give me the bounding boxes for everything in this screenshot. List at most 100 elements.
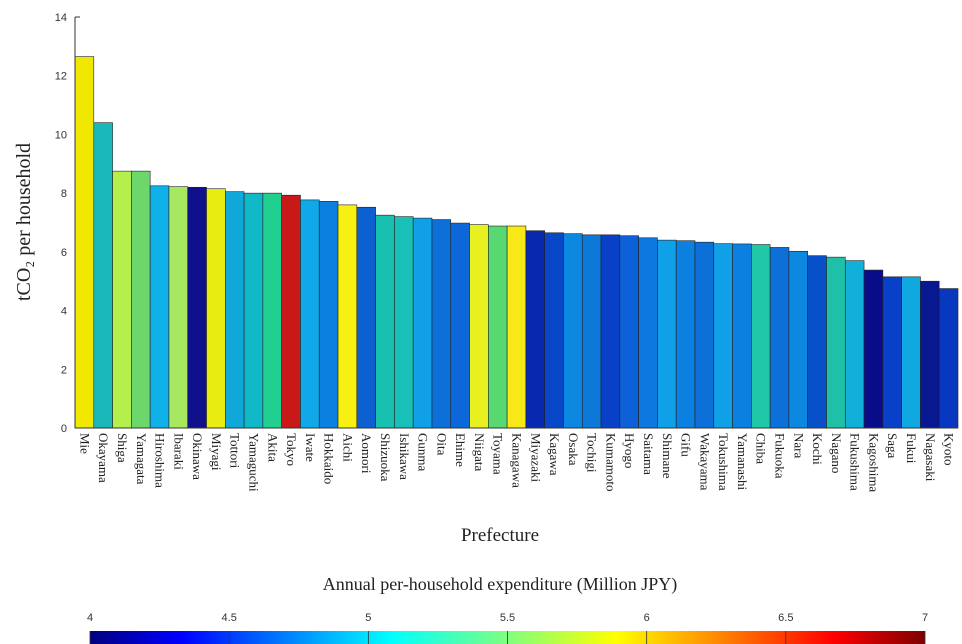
bar xyxy=(732,243,752,429)
bar xyxy=(882,276,902,429)
colorbar-tick-label: 6.5 xyxy=(778,612,793,624)
x-tick-label: Osaka xyxy=(566,433,581,466)
x-tick-label: Ehime xyxy=(453,433,468,467)
bar xyxy=(788,250,809,429)
bar xyxy=(431,219,452,429)
y-axis-label: tCO₂ per household xyxy=(13,143,35,301)
bar xyxy=(619,235,639,429)
x-tick-label: Fukui xyxy=(904,433,919,464)
x-tick-label: Yamagata xyxy=(134,433,149,485)
colorbar-tick-label: 4.5 xyxy=(222,612,237,624)
bar xyxy=(168,186,189,429)
x-tick-label: Nara xyxy=(791,433,806,458)
y-tick-label: 4 xyxy=(61,306,67,318)
x-tick-label: Chiba xyxy=(754,433,769,464)
x-tick-label: Tokushima xyxy=(716,433,731,491)
bar xyxy=(938,288,959,429)
x-tick-label: Shimane xyxy=(660,433,675,479)
bar xyxy=(751,244,771,429)
bar xyxy=(187,186,207,429)
y-tick-label: 0 xyxy=(61,423,67,435)
x-tick-label: Kagawa xyxy=(547,433,562,476)
x-tick-label: Shiga xyxy=(115,433,130,463)
x-tick-label: Kumamoto xyxy=(603,433,618,492)
x-tick-label: Tochigi xyxy=(585,433,600,473)
x-tick-label: Okinawa xyxy=(190,433,205,480)
x-tick-label: Yamanashi xyxy=(735,433,750,491)
bar xyxy=(657,239,677,429)
x-tick-label: Iwate xyxy=(303,433,318,462)
bar xyxy=(300,199,320,429)
x-tick-label: Kagoshima xyxy=(866,433,881,492)
x-tick-label: Akita xyxy=(265,433,280,462)
x-tick-label: Oita xyxy=(434,433,449,456)
x-tick-label: Yamaguchi xyxy=(246,433,261,492)
bar xyxy=(638,237,658,429)
bar xyxy=(394,216,414,429)
y-tick-label: 10 xyxy=(55,129,67,141)
bar xyxy=(206,188,226,429)
bar xyxy=(450,222,470,429)
bar xyxy=(863,269,884,429)
x-tick-label: Saitama xyxy=(641,433,656,475)
bar xyxy=(318,201,339,429)
x-tick-label: Miyagi xyxy=(209,433,224,471)
bar xyxy=(769,247,790,429)
colorbar-title: Annual per-household expenditure (Millio… xyxy=(323,574,678,595)
bar xyxy=(412,217,433,429)
x-tick-label: Ibaraki xyxy=(171,433,186,470)
bar xyxy=(112,170,132,429)
x-tick-label: Shizuoka xyxy=(378,433,393,482)
bar xyxy=(337,204,358,429)
y-tick-label: 14 xyxy=(55,12,67,24)
bar xyxy=(844,260,865,429)
x-tick-label: Mie xyxy=(77,433,92,454)
bar xyxy=(131,170,151,429)
x-tick-label: Hyogo xyxy=(622,433,637,468)
x-tick-label: Ishikawa xyxy=(397,433,412,480)
x-tick-label: Fukuoka xyxy=(773,433,788,479)
x-tick-label: Tokyo xyxy=(284,433,299,466)
colorbar-tick-label: 5 xyxy=(365,612,371,624)
bar xyxy=(713,243,733,429)
x-tick-label: Niigata xyxy=(472,433,487,471)
bar xyxy=(600,234,621,429)
bar xyxy=(375,214,395,429)
bar xyxy=(469,224,489,429)
bar xyxy=(901,276,921,429)
x-tick-label: Hokkaido xyxy=(322,433,337,484)
bar xyxy=(826,256,846,429)
bar xyxy=(74,56,95,429)
y-tick-label: 2 xyxy=(61,364,67,376)
y-tick-label: 6 xyxy=(61,247,67,259)
x-tick-label: Gunma xyxy=(416,433,431,472)
x-axis-label: Prefecture xyxy=(461,525,539,546)
bar xyxy=(506,225,527,429)
colorbar-tick-label: 7 xyxy=(922,612,928,624)
x-tick-label: Miyazaki xyxy=(528,433,543,482)
colorbar-tick-label: 6 xyxy=(644,612,650,624)
x-tick-label: Tottori xyxy=(228,433,243,469)
x-tick-label: Aomori xyxy=(359,433,374,474)
bar xyxy=(694,241,715,429)
bar xyxy=(262,192,282,429)
bar xyxy=(525,230,545,429)
x-tick-label: Saga xyxy=(885,433,900,459)
bar xyxy=(224,191,245,429)
x-tick-label: Hiroshima xyxy=(153,433,168,488)
x-tick-label: Okayama xyxy=(96,433,111,483)
bar xyxy=(356,206,376,429)
x-tick-label: Toyama xyxy=(491,433,506,475)
bar xyxy=(243,192,264,429)
x-tick-label: Kanagawa xyxy=(510,433,525,488)
colorbar-tick-label: 4 xyxy=(87,612,93,624)
bar xyxy=(581,234,602,429)
bar xyxy=(807,255,827,429)
bar xyxy=(149,185,170,429)
colorbar-tick-label: 5.5 xyxy=(500,612,515,624)
bar xyxy=(920,280,940,429)
bar xyxy=(488,225,508,429)
y-tick-label: 12 xyxy=(55,71,67,83)
bar xyxy=(563,233,583,429)
